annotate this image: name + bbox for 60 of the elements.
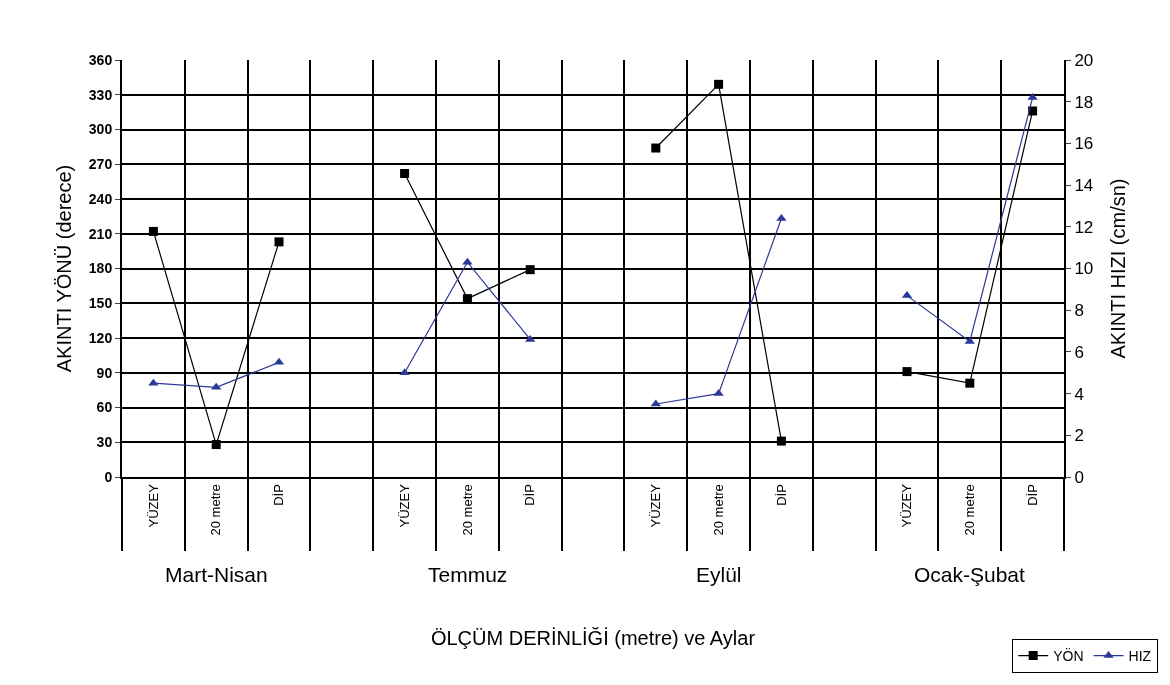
point bbox=[964, 336, 975, 344]
y-axis-title: AKINTI YÖNÜ (derece) bbox=[53, 164, 75, 373]
y-tick-label: 0 bbox=[104, 468, 113, 485]
x-tick-label: DİP bbox=[1024, 484, 1040, 506]
point bbox=[776, 436, 786, 446]
point bbox=[148, 226, 158, 236]
y2-axis-title: AKINTI HIZI (cm/sn) bbox=[1107, 178, 1129, 359]
point bbox=[650, 399, 661, 407]
y2-tick-label: 12 bbox=[1074, 217, 1094, 237]
y-tick-label: 60 bbox=[96, 399, 113, 416]
x-tick-label: 20 metre bbox=[459, 484, 475, 536]
y-tick-label: 210 bbox=[88, 225, 113, 242]
y2-tick-label: 8 bbox=[1074, 301, 1084, 321]
point bbox=[525, 334, 536, 342]
y2-tick-label: 14 bbox=[1074, 176, 1094, 196]
x-tick-label: YÜZEY bbox=[899, 483, 915, 528]
y-tick-label: 90 bbox=[96, 364, 113, 381]
y-tick-label: 300 bbox=[88, 121, 113, 138]
y-tick-label: 120 bbox=[88, 329, 113, 346]
y-tick-label: 240 bbox=[88, 190, 113, 207]
x-tick-label: YÜZEY bbox=[396, 483, 412, 528]
x-tick-label: 20 metre bbox=[208, 484, 224, 536]
x-tick-label: 20 metre bbox=[962, 484, 978, 536]
x-tick-label: YÜZEY bbox=[648, 483, 664, 528]
point bbox=[714, 79, 724, 89]
point bbox=[400, 169, 410, 179]
x-tick-label: 20 metre bbox=[710, 484, 726, 536]
point bbox=[211, 440, 221, 450]
point bbox=[776, 213, 787, 221]
point bbox=[274, 237, 284, 247]
text: Mart-Nisan bbox=[165, 563, 268, 586]
legend-label: YÖN bbox=[1053, 647, 1084, 665]
y-tick-label: 30 bbox=[96, 434, 113, 451]
point bbox=[965, 378, 975, 388]
point bbox=[902, 367, 912, 377]
y2-tick-label: 4 bbox=[1074, 384, 1084, 404]
y2-tick-label: 6 bbox=[1074, 342, 1084, 362]
point bbox=[211, 382, 222, 390]
y-tick-label: 180 bbox=[88, 260, 113, 277]
y2-tick-label: 10 bbox=[1074, 259, 1094, 279]
text: Temmuz bbox=[428, 563, 508, 586]
y2-tick-label: 20 bbox=[1074, 50, 1094, 70]
x-tick-label: YÜZEY bbox=[145, 483, 161, 528]
y2-tick-label: 0 bbox=[1074, 467, 1084, 487]
point bbox=[525, 265, 535, 275]
text: Eylül bbox=[696, 563, 742, 586]
y2-tick-label: 18 bbox=[1074, 92, 1094, 112]
y-tick-label: 330 bbox=[88, 86, 113, 103]
point bbox=[651, 143, 661, 153]
x-axis-title: ÖLÇÜM DERİNLİĞİ (metre) ve Aylar bbox=[430, 626, 756, 649]
y2-tick-label: 2 bbox=[1074, 426, 1084, 446]
text: Ocak-Şubat bbox=[914, 563, 1026, 586]
legend-label: HIZ bbox=[1128, 648, 1152, 665]
y-tick-label: 270 bbox=[88, 156, 113, 173]
y-tick-label: 150 bbox=[88, 295, 113, 312]
y2-tick-label: 16 bbox=[1074, 134, 1094, 154]
x-tick-label: DİP bbox=[271, 484, 287, 506]
x-tick-label: DİP bbox=[522, 484, 538, 506]
x-tick-label: DİP bbox=[773, 484, 789, 506]
y-tick-label: 360 bbox=[88, 51, 113, 68]
